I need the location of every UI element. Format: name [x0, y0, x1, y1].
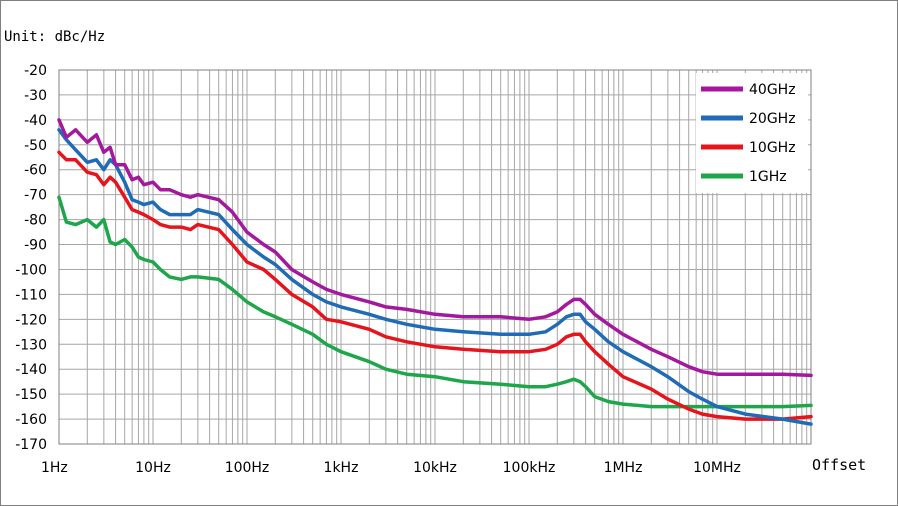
- series-lines: [57, 118, 813, 426]
- y-tick-label: -160: [15, 412, 47, 428]
- legend-box: [696, 73, 808, 193]
- x-tick-label: 1kHz: [324, 460, 359, 476]
- x-tick-label: 1Hz: [41, 460, 68, 476]
- y-tick-label: -150: [15, 387, 47, 403]
- y-tick-label: -20: [24, 63, 47, 79]
- x-tick-label: 10MHz: [693, 460, 741, 476]
- plot-area: [58, 69, 812, 445]
- y-tick-label: -50: [24, 138, 47, 154]
- x-tick-label: 10kHz: [413, 460, 457, 476]
- x-tick-label: 1MHz: [604, 460, 643, 476]
- x-tick-label: 100kHz: [503, 460, 556, 476]
- y-tick-label: -130: [15, 337, 47, 353]
- x-tick-label: 100Hz: [225, 460, 270, 476]
- legend-label: 20GHz: [749, 111, 796, 127]
- legend-label: 1GHz: [749, 169, 787, 185]
- series-line-40GHz: [57, 118, 813, 378]
- y-tick-label: -70: [24, 188, 47, 204]
- unit-label: Unit: dBc/Hz: [4, 29, 105, 45]
- legend: 40GHz 20GHz 10GHz 1GHz: [696, 73, 808, 193]
- x-axis-ticks: 1Hz 10Hz 100Hz 1kHz 10kHz 100kHz 1MHz 10MHz: [41, 460, 741, 476]
- y-tick-label: -170: [15, 437, 47, 453]
- y-tick-label: -110: [15, 287, 47, 303]
- series-line-1GHz: [57, 195, 813, 409]
- series-line-10GHz: [57, 150, 813, 421]
- y-tick-label: -140: [15, 362, 47, 378]
- y-tick-label: -120: [15, 312, 47, 328]
- y-tick-label: -60: [24, 163, 47, 179]
- y-tick-label: -80: [24, 213, 47, 229]
- x-axis-label: Offset: [812, 456, 866, 474]
- y-tick-label: -100: [15, 262, 47, 278]
- legend-label: 40GHz: [749, 82, 796, 98]
- y-tick-label: -40: [24, 113, 47, 129]
- y-tick-label: -30: [24, 88, 47, 104]
- y-tick-label: -90: [24, 238, 47, 254]
- y-axis-ticks: -20 -30 -40 -50 -60 -70 -80 -90 -100 -110 -120 -130…: [15, 63, 47, 453]
- x-tick-label: 10Hz: [135, 460, 171, 476]
- series-line-20GHz: [57, 128, 813, 426]
- legend-label: 10GHz: [749, 140, 796, 156]
